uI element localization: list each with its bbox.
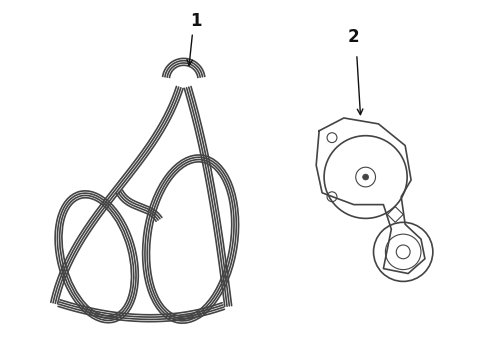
Text: 2: 2 — [348, 28, 360, 46]
Text: 1: 1 — [190, 12, 201, 30]
Circle shape — [363, 174, 368, 180]
